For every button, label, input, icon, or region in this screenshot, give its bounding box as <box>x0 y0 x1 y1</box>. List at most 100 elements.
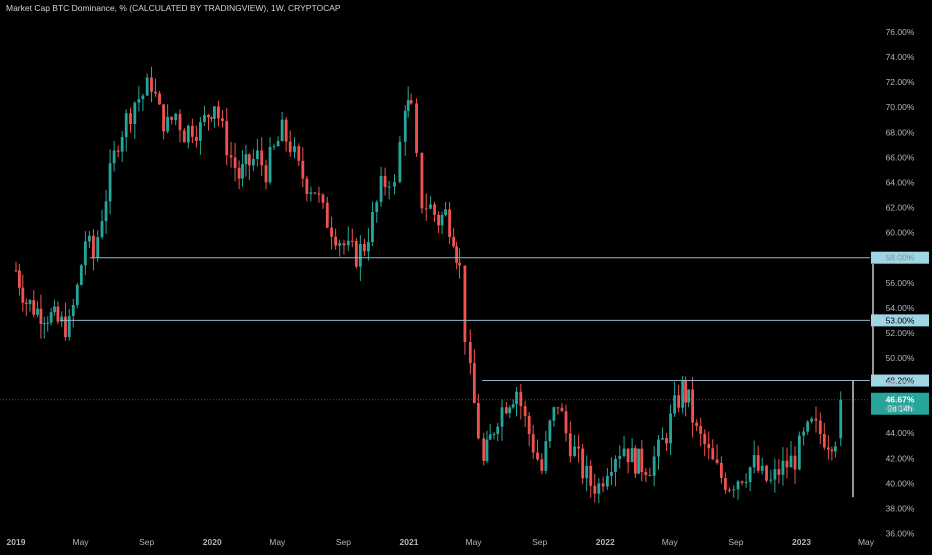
candle-body <box>371 212 374 243</box>
candle-body <box>212 106 216 119</box>
candle-body <box>544 441 548 471</box>
candle-body <box>476 403 480 439</box>
x-tick-label: 2020 <box>203 537 222 547</box>
candle-body <box>276 140 280 147</box>
candle-body <box>440 215 444 226</box>
y-tick-label: 66.00% <box>886 152 915 162</box>
candle-body <box>630 448 634 463</box>
candle-body <box>325 202 329 228</box>
current-price-badge <box>871 392 929 415</box>
time-axis[interactable]: 2019 May Sep 2020 May Sep 2021 May Sep 2022 May Sep… <box>7 537 875 547</box>
x-tick-label: Sep <box>336 537 351 547</box>
candle-body <box>560 407 564 412</box>
candle-body <box>415 103 418 153</box>
candle-body <box>605 475 609 487</box>
candle-body <box>455 246 458 263</box>
x-tick-label: Sep <box>728 537 743 547</box>
candle-body <box>597 483 601 494</box>
candle-body <box>305 178 309 194</box>
y-tick-label: 54.00% <box>886 303 915 313</box>
candle-body <box>124 113 128 138</box>
level-lines[interactable]: 58.00% 53.00% 48.20% 46.67%2d 14h <box>60 251 929 415</box>
candle-body <box>154 91 157 94</box>
candle-body <box>681 381 685 408</box>
candle-body <box>482 438 486 461</box>
candle-body <box>684 381 688 403</box>
level-label: 58.00% <box>886 253 915 263</box>
candle-body <box>39 308 43 325</box>
candle-body <box>485 439 489 461</box>
candle-body <box>104 201 108 222</box>
y-tick-label: 58.00% <box>886 253 915 263</box>
candle-body <box>14 270 18 272</box>
candle-body <box>523 406 527 416</box>
candle-body <box>100 221 104 238</box>
candle-body <box>822 433 826 448</box>
candle-body <box>301 160 305 179</box>
y-tick-label: 36.00% <box>886 528 915 538</box>
candle-body <box>108 163 112 202</box>
candle-body <box>116 150 120 152</box>
candle-body <box>225 121 229 156</box>
candle-body <box>24 302 28 305</box>
candle-body <box>120 137 124 152</box>
candle-body <box>610 471 613 476</box>
candle-body <box>677 395 681 408</box>
candle-body <box>568 433 572 456</box>
candle-body <box>264 165 268 183</box>
candle-body <box>194 136 198 141</box>
candle-body <box>637 448 640 474</box>
candle-body <box>777 469 781 475</box>
candle-body <box>540 459 544 471</box>
candle-body <box>190 125 194 137</box>
candle-body <box>802 431 806 436</box>
candle-body <box>18 270 21 288</box>
candle-body <box>398 141 402 183</box>
candle-body <box>695 422 699 427</box>
candle-body <box>657 439 660 457</box>
candle-body <box>170 116 174 120</box>
y-tick-label: 50.00% <box>886 353 915 363</box>
y-tick-label: 76.00% <box>886 27 915 37</box>
candle-body <box>313 192 317 194</box>
candle-body <box>463 265 467 343</box>
candle-body <box>32 300 36 315</box>
candle-body <box>585 465 589 479</box>
candle-body <box>488 434 492 440</box>
candle-body <box>548 420 552 442</box>
candle-body <box>49 312 53 323</box>
y-tick-label: 72.00% <box>886 77 915 87</box>
candle-body <box>577 446 581 449</box>
candle-body <box>769 479 773 481</box>
candle-body <box>317 193 321 195</box>
candle-body <box>511 404 515 408</box>
candle-body <box>437 214 440 226</box>
candle-body <box>496 426 500 434</box>
measure-lines[interactable] <box>852 263 874 498</box>
candle-body <box>640 448 644 473</box>
x-tick-label: May <box>662 537 679 547</box>
candle-body <box>724 477 727 490</box>
candle-body <box>309 192 313 194</box>
candle-body <box>210 117 213 119</box>
candle-body <box>806 421 810 432</box>
candle-body <box>79 265 83 285</box>
candle-body <box>765 465 768 481</box>
candle-body <box>133 102 137 124</box>
candle-body <box>60 316 64 322</box>
candle-body <box>433 204 436 215</box>
x-tick-label: May <box>465 537 482 547</box>
candle-body <box>251 159 255 166</box>
candle-body <box>614 458 617 472</box>
candle-body <box>247 154 251 166</box>
candle-body <box>424 208 428 210</box>
candle-body <box>508 407 512 414</box>
candle-body <box>785 460 789 468</box>
candle-body <box>362 243 366 252</box>
price-axis[interactable]: 36.00% 38.00% 40.00% 42.00% 44.00% 46.00% 48.0… <box>886 27 915 538</box>
candle-body <box>504 407 508 414</box>
candle-body <box>241 164 244 179</box>
candle-body <box>699 426 703 434</box>
